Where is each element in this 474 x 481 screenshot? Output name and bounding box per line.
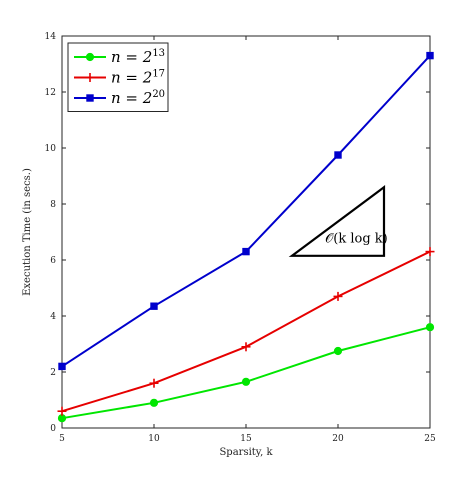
legend-marker bbox=[85, 73, 95, 82]
legend-item-1: n = 213 bbox=[74, 48, 165, 66]
y-tick-label: 8 bbox=[50, 200, 56, 210]
legend-label: n = 220 bbox=[111, 89, 165, 107]
y-tick-label: 14 bbox=[45, 32, 57, 42]
data-point bbox=[241, 342, 251, 352]
legend: n = 213 n = 217 n = 220 bbox=[67, 42, 169, 112]
series-3 bbox=[58, 51, 434, 371]
data-point bbox=[242, 247, 250, 256]
data-point bbox=[57, 406, 67, 416]
legend-item-3: n = 220 bbox=[74, 89, 165, 107]
legend-label: n = 217 bbox=[111, 69, 165, 87]
x-tick-label: 20 bbox=[332, 434, 344, 444]
y-tick-label: 10 bbox=[45, 144, 57, 154]
y-tick-label: 4 bbox=[50, 312, 56, 322]
series-1 bbox=[57, 323, 435, 423]
data-point bbox=[334, 151, 342, 159]
y-tick-label: 12 bbox=[45, 88, 56, 98]
data-point bbox=[333, 291, 343, 301]
legend-label: n = 213 bbox=[111, 48, 165, 66]
legend-marker bbox=[86, 94, 94, 102]
x-tick-label: 15 bbox=[240, 434, 252, 444]
y-axis-label: Execution Time (in secs.) bbox=[22, 168, 33, 296]
axis-ticks bbox=[61, 35, 431, 429]
complexity-label: 𝒪(k log k) bbox=[325, 232, 388, 247]
series-layer bbox=[57, 51, 435, 423]
data-point bbox=[150, 302, 158, 310]
y-tick-label: 0 bbox=[50, 424, 56, 434]
x-tick-label: 5 bbox=[59, 434, 65, 444]
data-point bbox=[425, 323, 435, 332]
complexity-annotation: 𝒪(k log k) bbox=[288, 185, 388, 257]
y-tick-label: 2 bbox=[50, 368, 56, 378]
data-point bbox=[149, 378, 159, 388]
y-tick-labels: 0 2 4 6 8 10 12 14 bbox=[45, 32, 57, 434]
legend-marker bbox=[85, 52, 95, 62]
x-tick-labels: 5 10 15 20 25 bbox=[59, 434, 436, 444]
slope-triangle bbox=[288, 185, 386, 257]
data-point bbox=[149, 398, 159, 407]
x-tick-label: 10 bbox=[148, 434, 160, 444]
y-tick-label: 6 bbox=[50, 256, 56, 266]
legend-item-2: n = 217 bbox=[74, 69, 165, 87]
data-point bbox=[425, 247, 435, 257]
data-point bbox=[333, 346, 343, 356]
series-2 bbox=[57, 247, 435, 416]
x-tick-label: 25 bbox=[424, 434, 436, 444]
data-point bbox=[58, 362, 66, 371]
data-point bbox=[426, 51, 434, 60]
data-point bbox=[241, 377, 251, 386]
x-axis-label: Sparsity, k bbox=[219, 447, 273, 458]
